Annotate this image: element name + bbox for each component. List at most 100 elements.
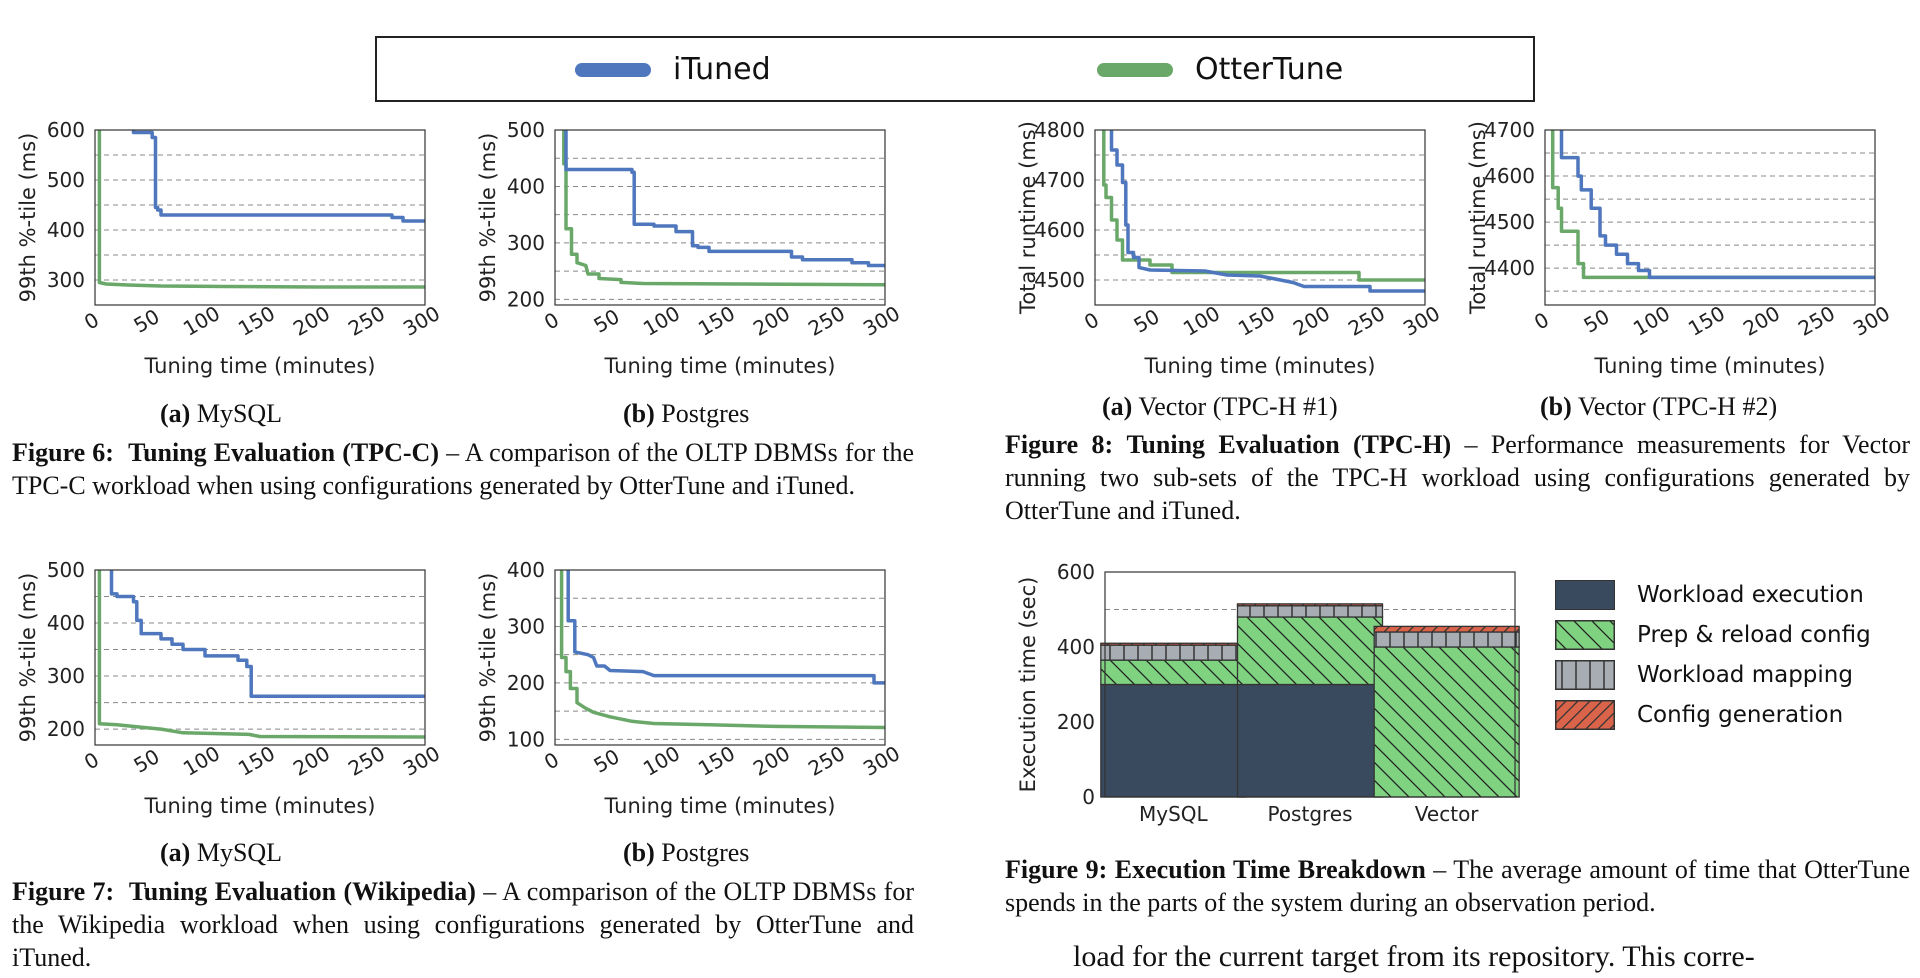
x-tick-label: 50 bbox=[1129, 304, 1163, 338]
x-tick-label: 250 bbox=[344, 301, 389, 341]
x-tick-label: 0 bbox=[540, 747, 563, 774]
x-tick-label: 150 bbox=[1684, 301, 1729, 341]
bar-legend-config-generation: Config generation bbox=[1555, 700, 1843, 730]
subcaption-fig7b: (b) Postgres bbox=[623, 838, 749, 868]
ituned-swatch bbox=[575, 62, 651, 77]
caption-fig8: Figure 8: Tuning Evaluation (TPC-H) – Pe… bbox=[1005, 428, 1910, 527]
x-tick-label: 100 bbox=[1179, 301, 1224, 341]
series-line-ituned bbox=[564, 130, 885, 268]
bar-segment bbox=[1373, 646, 1520, 798]
y-tick-label: 400 bbox=[1057, 635, 1095, 659]
x-tick-label: 0 bbox=[1080, 307, 1103, 334]
y-tick-label: 4500 bbox=[1484, 210, 1535, 234]
bar-legend-label: Config generation bbox=[1637, 702, 1844, 728]
x-axis-label: Tuning time (minutes) bbox=[144, 794, 376, 818]
y-tick-label: 500 bbox=[507, 118, 545, 142]
bar-segment bbox=[1100, 642, 1247, 646]
x-tick-label: 200 bbox=[749, 301, 794, 341]
y-tick-label: 0 bbox=[1082, 785, 1095, 809]
bar-segment bbox=[1100, 659, 1247, 686]
caption-label: Figure 9: bbox=[1005, 855, 1108, 884]
x-axis-label: Tuning time (minutes) bbox=[604, 354, 836, 378]
bar-legend-prep-reload: Prep & reload config bbox=[1555, 620, 1871, 650]
y-axis-label: Total runtime (ms) bbox=[1016, 121, 1040, 315]
bar-legend-workload-mapping: Workload mapping bbox=[1555, 660, 1853, 690]
y-axis-label: 99th %-tile (ms) bbox=[16, 133, 40, 303]
chart-fig8b: 4400 4500 4600 4700 0 50 100 150 200 250 300 Tuning… bbox=[1466, 118, 1894, 378]
legend-ottertune: OtterTune bbox=[1097, 52, 1343, 87]
y-tick-label: 500 bbox=[47, 558, 85, 582]
subcaption-letter: (a) bbox=[160, 838, 191, 867]
legend-ituned: iTuned bbox=[575, 52, 771, 87]
x-tick-label: 150 bbox=[694, 741, 739, 781]
series-line-ituned bbox=[109, 570, 425, 698]
y-tick-label: 300 bbox=[507, 614, 545, 638]
caption-label: Figure 6: bbox=[12, 438, 114, 467]
y-tick-label: 400 bbox=[507, 558, 545, 582]
x-tick-label: 100 bbox=[639, 301, 684, 341]
y-tick-label: 4700 bbox=[1034, 168, 1085, 192]
x-axis-label: Tuning time (minutes) bbox=[1144, 354, 1376, 378]
category-label: MySQL bbox=[1139, 802, 1209, 826]
x-tick-label: 250 bbox=[804, 741, 849, 781]
subcaption-name: Vector (TPC-H #1) bbox=[1138, 392, 1338, 421]
y-tick-label: 300 bbox=[47, 664, 85, 688]
y-tick-label: 400 bbox=[47, 611, 85, 635]
y-tick-label: 400 bbox=[507, 174, 545, 198]
y-tick-label: 4600 bbox=[1034, 218, 1085, 242]
y-tick-label: 300 bbox=[47, 268, 85, 292]
caption-title: Tuning Evaluation (TPC-H) bbox=[1126, 430, 1452, 459]
y-axis-label: 99th %-tile (ms) bbox=[476, 133, 500, 303]
subcaption-fig6a: (a) MySQL bbox=[160, 399, 282, 429]
y-tick-label: 4800 bbox=[1034, 118, 1085, 142]
x-tick-label: 200 bbox=[749, 741, 794, 781]
series-line-ottertune bbox=[559, 570, 885, 730]
x-tick-label: 200 bbox=[289, 741, 334, 781]
caption-label: Figure 8: bbox=[1005, 430, 1114, 459]
x-tick-label: 150 bbox=[234, 301, 279, 341]
series-line-ituned bbox=[1109, 130, 1425, 293]
x-tick-label: 0 bbox=[80, 747, 103, 774]
y-tick-label: 4400 bbox=[1484, 256, 1535, 280]
workload-execution-swatch bbox=[1555, 580, 1615, 610]
x-tick-label: 300 bbox=[399, 741, 444, 781]
x-tick-label: 200 bbox=[1739, 301, 1784, 341]
x-axis-label: Tuning time (minutes) bbox=[604, 794, 836, 818]
y-tick-label: 100 bbox=[507, 727, 545, 751]
series-line-ottertune bbox=[1550, 130, 1875, 280]
bar-chart-fig9: MySQL Postgres Vector 0 200 400 600 Execution t… bbox=[1016, 560, 1520, 826]
x-tick-label: 150 bbox=[1234, 301, 1279, 341]
caption-text: – The average amount of time that OtterT… bbox=[1005, 855, 1911, 917]
x-tick-label: 0 bbox=[80, 307, 103, 334]
subcaption-letter: (a) bbox=[1102, 392, 1133, 421]
caption-label: Figure 7: bbox=[12, 877, 115, 906]
legend-ottertune-label: OtterTune bbox=[1195, 52, 1344, 87]
caption-fig7: Figure 7: Tuning Evaluation (Wikipedia) … bbox=[12, 875, 914, 974]
y-tick-label: 4500 bbox=[1034, 268, 1085, 292]
bar-legend-label: Workload execution bbox=[1637, 582, 1864, 608]
bar-segment bbox=[1100, 683, 1247, 798]
x-tick-label: 300 bbox=[399, 301, 444, 341]
caption-fig9: Figure 9: Execution Time Breakdown – The… bbox=[1005, 853, 1910, 919]
bar-segment bbox=[1236, 683, 1384, 798]
x-tick-label: 50 bbox=[129, 304, 163, 338]
subcaption-name: MySQL bbox=[196, 838, 283, 867]
x-tick-label: 100 bbox=[179, 301, 224, 341]
y-tick-label: 200 bbox=[507, 671, 545, 695]
subcaption-letter: (b) bbox=[623, 399, 655, 428]
y-tick-label: 200 bbox=[47, 717, 85, 741]
workload-mapping-swatch bbox=[1555, 660, 1615, 690]
subcaption-fig8b: (b) Vector (TPC-H #2) bbox=[1540, 392, 1777, 422]
x-tick-label: 300 bbox=[859, 741, 904, 781]
subcaption-name: Postgres bbox=[661, 399, 750, 428]
plot-frame bbox=[554, 129, 886, 306]
subcaption-name: Postgres bbox=[661, 838, 750, 867]
y-tick-label: 400 bbox=[47, 218, 85, 242]
series-line-ottertune bbox=[97, 570, 425, 739]
x-tick-label: 100 bbox=[1629, 301, 1674, 341]
series-line-ituned bbox=[566, 570, 885, 685]
caption-text: – A comparison of the OLTP DBMSs for the… bbox=[12, 877, 914, 972]
y-tick-label: 200 bbox=[1057, 710, 1095, 734]
